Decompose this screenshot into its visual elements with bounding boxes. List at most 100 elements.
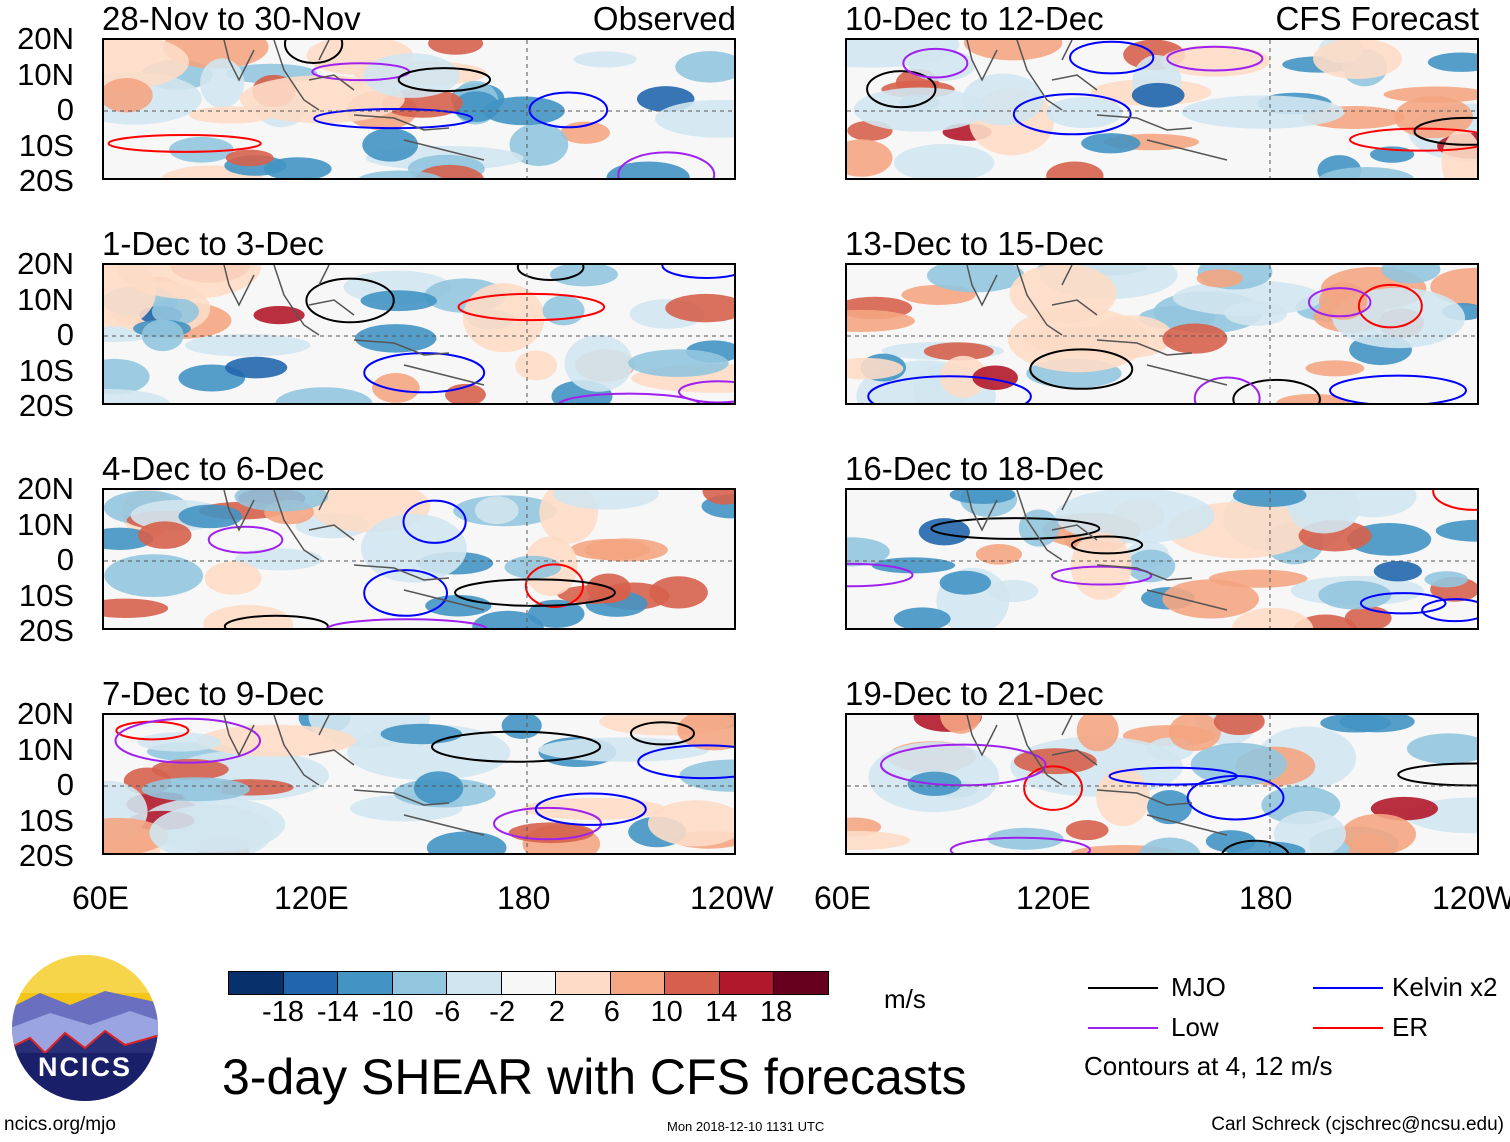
shear-blob	[104, 78, 153, 113]
shear-blob	[141, 777, 250, 802]
wave-contour	[1432, 490, 1477, 511]
legend-note: Contours at 4, 12 m/s	[1084, 1051, 1333, 1081]
lat-label: 20N	[17, 246, 74, 281]
shear-blob	[141, 319, 184, 352]
shear-blob	[1318, 167, 1415, 178]
shear-blob	[1441, 130, 1477, 178]
shear-blob	[1273, 810, 1346, 853]
shear-blob	[847, 830, 911, 850]
shear-blob	[1196, 269, 1243, 288]
shear-blob	[939, 570, 992, 595]
shear-blob	[162, 40, 269, 69]
wave-contour	[1232, 378, 1321, 403]
wave-contour	[1397, 762, 1477, 787]
shear-blob	[1131, 82, 1185, 108]
wave-contour	[326, 618, 488, 628]
shear-anomaly-field	[847, 715, 1477, 853]
shear-blob	[918, 518, 970, 546]
shear-anomaly-field	[847, 265, 1477, 403]
shear-blob	[649, 576, 708, 609]
shear-blob	[200, 58, 245, 108]
panel-title: 10-Dec to 12-Dec	[845, 0, 1104, 37]
shear-blob	[1435, 519, 1477, 542]
shear-blob	[1318, 580, 1392, 610]
shear-anomaly-field	[104, 490, 734, 628]
wave-contour	[1108, 766, 1239, 786]
legend-line-kelvin	[1313, 987, 1383, 989]
wave-contour	[1307, 287, 1372, 318]
wave-contour	[107, 134, 262, 153]
shear-blob	[361, 513, 467, 583]
shear-blob	[234, 548, 323, 571]
lat-label: 20S	[18, 613, 74, 648]
shear-blob	[137, 732, 222, 752]
panel-title: 4-Dec to 6-Dec	[102, 450, 324, 487]
shear-blob	[178, 504, 243, 529]
panel-title: 13-Dec to 15-Dec	[845, 225, 1104, 262]
shear-blob	[1162, 579, 1260, 619]
shear-blob	[573, 51, 637, 68]
legend-line-er	[1313, 1027, 1383, 1029]
lon-label: 120W	[1432, 880, 1510, 916]
wave-contour	[1029, 348, 1134, 390]
colorbar-tick-label: -6	[434, 996, 461, 1028]
lat-label: 20N	[17, 21, 74, 56]
shear-blob	[151, 758, 229, 780]
lat-label: 10N	[17, 731, 74, 767]
wave-contour	[493, 806, 603, 841]
wave-contour	[1359, 592, 1447, 615]
lon-label: 60E	[72, 880, 129, 916]
lon-label: 120E	[1016, 880, 1091, 916]
panel-title: 1-Dec to 3-Dec	[102, 225, 324, 262]
shear-anomaly-field	[847, 490, 1477, 628]
shear-blob	[584, 538, 668, 562]
colorbar-swatch	[229, 972, 284, 994]
wave-contour	[1349, 127, 1477, 152]
wave-contour	[524, 563, 585, 608]
colorbar-tick-label: 6	[603, 996, 620, 1028]
shear-blob	[1076, 715, 1119, 752]
shear-blob	[628, 349, 729, 377]
wave-contour	[363, 569, 449, 617]
wave-contour	[1186, 774, 1285, 821]
colorbar-tick-label: -14	[316, 996, 359, 1028]
colorbar	[228, 971, 829, 995]
colorbar-tick-label: -2	[489, 996, 516, 1028]
shear-blob	[1055, 490, 1215, 544]
colorbar-swatch	[283, 972, 338, 994]
coastline	[223, 490, 485, 611]
colorbar-tick-label: 18	[760, 996, 793, 1028]
coastline	[223, 715, 485, 836]
map-panel	[102, 263, 736, 405]
shear-blob	[253, 305, 305, 325]
shear-blob	[675, 51, 734, 83]
shear-blob	[1190, 742, 1287, 786]
shear-blob	[564, 335, 633, 392]
shear-blob	[428, 40, 484, 55]
ncics-logo: NCICS	[10, 953, 160, 1103]
lat-label: 10S	[18, 577, 74, 613]
coastline	[966, 715, 1228, 836]
colorbar-swatch	[447, 972, 502, 994]
panel-title: 16-Dec to 18-Dec	[845, 450, 1104, 487]
shear-blob	[225, 356, 288, 379]
shear-blob	[847, 537, 890, 567]
colorbar-units: m/s	[884, 984, 926, 1014]
shear-blob	[926, 265, 1025, 293]
shear-blob	[963, 40, 1063, 61]
shear-blob	[606, 161, 690, 178]
wave-contour	[637, 744, 734, 780]
wave-contour	[528, 91, 609, 129]
wave-contour	[1193, 376, 1261, 403]
shear-blob	[1318, 282, 1368, 320]
shear-blob	[1373, 560, 1422, 582]
shear-blob	[104, 40, 189, 90]
shear-blob	[987, 827, 1064, 850]
shear-blob	[893, 607, 951, 628]
shear-blob	[169, 136, 234, 163]
shear-blob	[1341, 813, 1416, 853]
wave-contour	[1012, 93, 1132, 136]
lat-label: 0	[56, 317, 74, 352]
map-panel	[845, 713, 1479, 855]
wave-contour	[1050, 565, 1153, 586]
